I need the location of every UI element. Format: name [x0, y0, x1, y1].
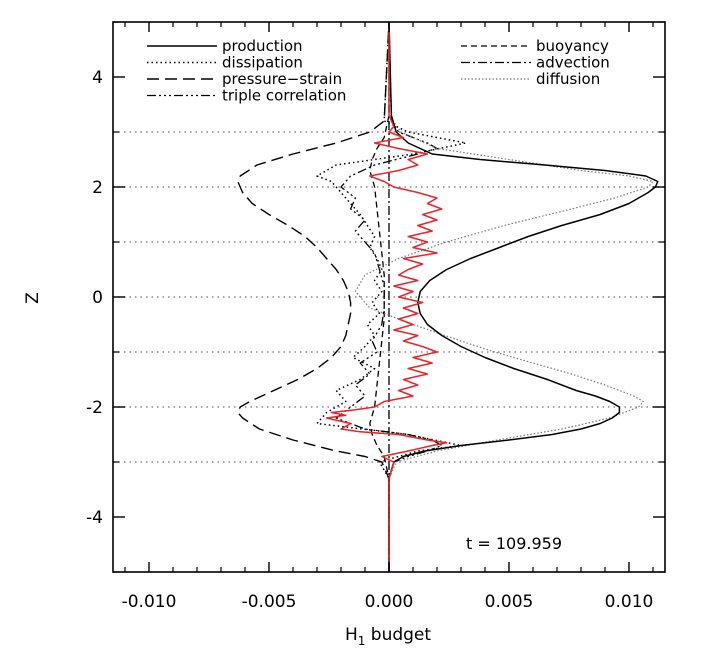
x-tick-label: 0.000: [365, 592, 414, 612]
legend-label: pressure−strain: [222, 70, 342, 88]
x-tick-label: 0.005: [485, 592, 534, 612]
series-lines: [237, 21, 659, 572]
x-tick-label: 0.010: [605, 592, 654, 612]
tick-labels: -0.010 -0.005 0.000 0.005 0.010 -4 -2 0 2 4: [86, 68, 653, 612]
axis-ticks: [113, 21, 665, 573]
x-axis-title-subscript: 1: [358, 634, 366, 648]
y-axis-title: Z: [23, 292, 43, 304]
series-dissipation: [316, 21, 467, 572]
x-tick-label: -0.005: [242, 592, 297, 612]
legend: productiondissipationpressure−straintrip…: [147, 37, 610, 105]
legend-label: production: [222, 37, 303, 55]
legend-label: diffusion: [536, 70, 600, 88]
legend-label: dissipation: [222, 54, 303, 72]
y-tick-label: 4: [92, 68, 103, 88]
y-tick-label: 2: [92, 178, 103, 198]
series-production: [388, 21, 659, 572]
x-tick-label: -0.010: [122, 592, 177, 612]
series-triple-correlation: [335, 21, 443, 572]
time-annotation: t = 109.959: [466, 534, 562, 553]
legend-label: triple correlation: [222, 87, 346, 105]
legend-label: advection: [536, 54, 610, 72]
y-tick-label: 0: [92, 288, 103, 308]
series-pressure-strain: [237, 21, 390, 572]
legend-label: buoyancy: [536, 37, 609, 55]
y-tick-label: -2: [86, 398, 103, 418]
y-tick-label: -4: [86, 508, 103, 528]
series-sum: [325, 22, 448, 572]
x-axis-title: H1 budget: [345, 625, 431, 648]
